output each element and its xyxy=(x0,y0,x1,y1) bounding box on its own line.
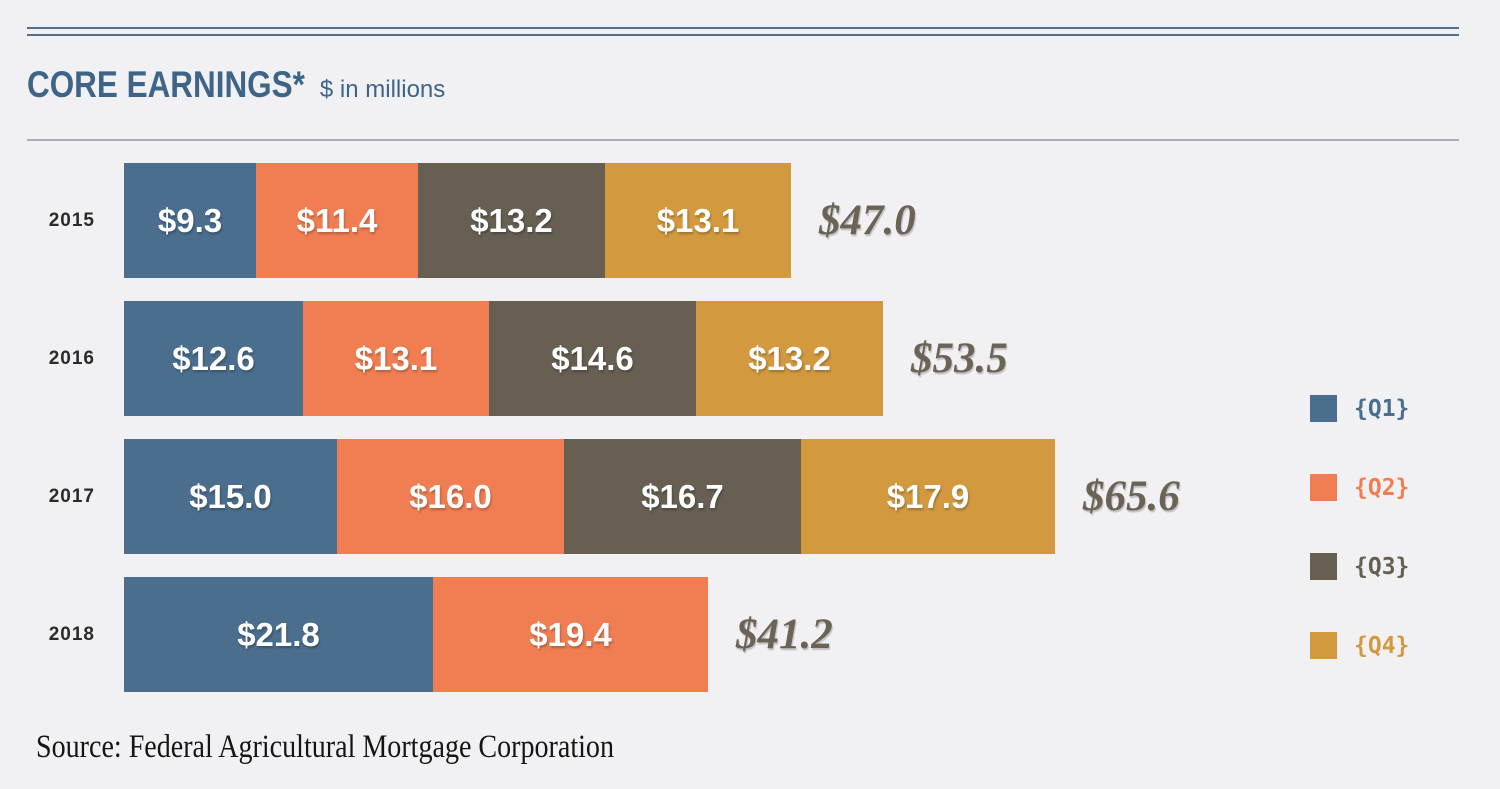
chart-row-2016: 2016 $12.6 $13.1 $14.6 $13.2 $53.5 xyxy=(0,301,1180,416)
year-label-2015: 2015 xyxy=(48,209,95,231)
total-label-2018: $41.2 xyxy=(736,611,833,658)
total-label-2015: $47.0 xyxy=(819,197,916,244)
legend-item-q2: {Q2} xyxy=(1310,474,1409,501)
bar-segment-q1-2016: $12.6 xyxy=(124,301,303,416)
legend-label-q2: {Q2} xyxy=(1354,474,1410,501)
bar-segment-q4-2015: $13.1 xyxy=(605,163,791,278)
chart-row-2015: 2015 $9.3 $11.4 $13.2 $13.1 $47.0 xyxy=(0,163,1180,278)
bar-stack-2016: $12.6 $13.1 $14.6 $13.2 xyxy=(124,301,883,416)
bar-stack-2018: $21.8 $19.4 xyxy=(124,577,708,692)
bar-segment-q3-2015: $13.2 xyxy=(418,163,605,278)
legend-label-q4: {Q4} xyxy=(1354,632,1410,659)
legend-swatch-q1-icon xyxy=(1310,395,1337,422)
legend-item-q1: {Q1} xyxy=(1310,395,1409,422)
page-subtitle: $ in millions xyxy=(319,76,446,103)
top-border-rule xyxy=(27,27,1459,36)
legend-swatch-q4-icon xyxy=(1310,632,1337,659)
bar-segment-q4-2016: $13.2 xyxy=(696,301,883,416)
legend-item-q4: {Q4} xyxy=(1310,632,1409,659)
bar-stack-2015: $9.3 $11.4 $13.2 $13.1 xyxy=(124,163,791,278)
year-label-2017: 2017 xyxy=(48,485,95,507)
source-text: Source: Federal Agricultural Mortgage Co… xyxy=(36,729,614,765)
chart-header: CORE EARNINGS* $ in millions xyxy=(27,64,445,106)
header-divider xyxy=(27,139,1459,141)
total-label-2016: $53.5 xyxy=(911,335,1008,382)
bar-segment-q2-2016: $13.1 xyxy=(303,301,489,416)
year-label-2018: 2018 xyxy=(48,623,95,645)
bar-segment-q2-2018: $19.4 xyxy=(433,577,708,692)
bar-segment-q2-2015: $11.4 xyxy=(256,163,418,278)
legend-label-q3: {Q3} xyxy=(1354,553,1410,580)
total-label-2017: $65.6 xyxy=(1083,473,1180,520)
bar-segment-q4-2017: $17.9 xyxy=(801,439,1055,554)
bar-stack-2017: $15.0 $16.0 $16.7 $17.9 xyxy=(124,439,1055,554)
chart-row-2018: 2018 $21.8 $19.4 $41.2 xyxy=(0,577,1180,692)
legend-item-q3: {Q3} xyxy=(1310,553,1409,580)
bar-segment-q2-2017: $16.0 xyxy=(337,439,564,554)
chart-row-2017: 2017 $15.0 $16.0 $16.7 $17.9 $65.6 xyxy=(0,439,1180,554)
bar-segment-q3-2017: $16.7 xyxy=(564,439,801,554)
bar-segment-q1-2017: $15.0 xyxy=(124,439,337,554)
legend: {Q1} {Q2} {Q3} {Q4} xyxy=(1310,395,1409,711)
legend-swatch-q3-icon xyxy=(1310,553,1337,580)
bar-segment-q1-2018: $21.8 xyxy=(124,577,433,692)
legend-swatch-q2-icon xyxy=(1310,474,1337,501)
chart-rows: 2015 $9.3 $11.4 $13.2 $13.1 $47.0 2016 $12.6 $13… xyxy=(0,163,1180,715)
legend-label-q1: {Q1} xyxy=(1354,395,1410,422)
year-label-2016: 2016 xyxy=(48,347,95,369)
bar-segment-q1-2015: $9.3 xyxy=(124,163,256,278)
page-title: CORE EARNINGS* xyxy=(27,64,305,105)
bar-segment-q3-2016: $14.6 xyxy=(489,301,696,416)
